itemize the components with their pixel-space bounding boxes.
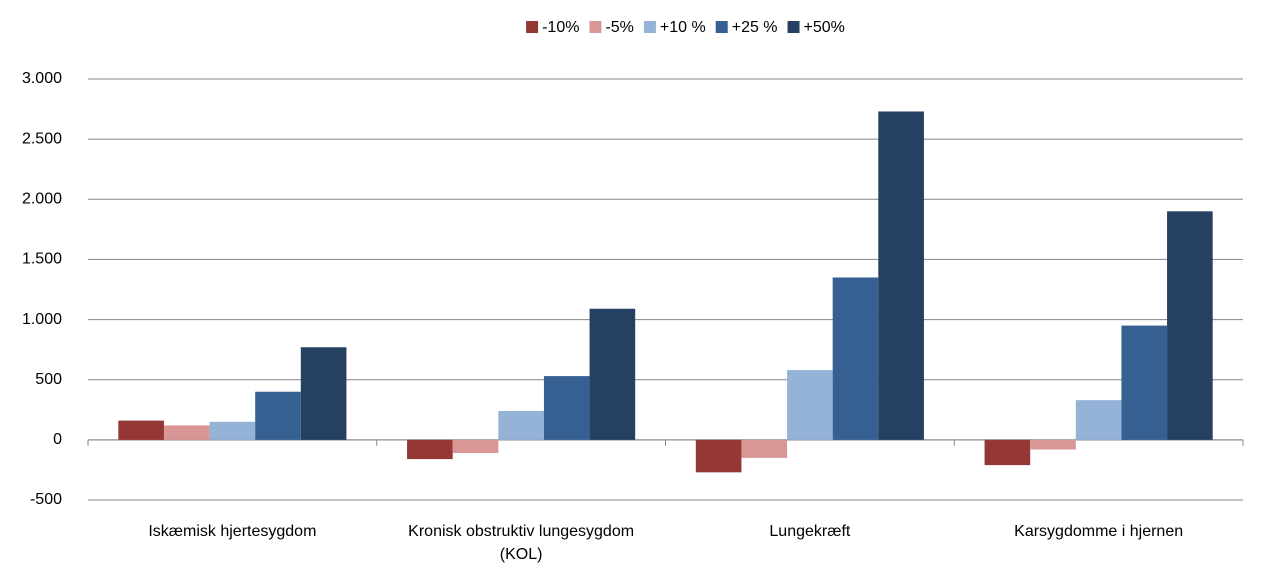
bar — [407, 439, 453, 460]
y-tick-label: 1.000 — [22, 311, 62, 328]
x-tick-label: Iskæmisk hjertesygdom — [148, 523, 317, 540]
bar — [787, 370, 833, 440]
y-tick-label: 500 — [35, 371, 62, 388]
bar — [452, 439, 499, 454]
bar — [878, 111, 924, 440]
bar — [1167, 211, 1213, 440]
legend-label: -10% — [542, 19, 579, 36]
legend-swatch — [526, 21, 539, 33]
bar — [832, 277, 879, 440]
y-tick-label: 2.500 — [22, 130, 62, 147]
x-tick-label: Karsygdomme i hjernen — [1014, 523, 1184, 540]
legend-swatch — [589, 21, 602, 33]
y-tick-label: 3.000 — [22, 70, 62, 87]
legend-label: +10 % — [660, 19, 706, 36]
bar — [984, 439, 1031, 466]
x-tick-label: Lungekræft — [769, 523, 851, 540]
legend-label: +50% — [804, 19, 845, 36]
bar — [255, 391, 301, 440]
bar — [741, 439, 788, 458]
legend-label: -5% — [605, 19, 633, 36]
y-tick-label: 2.000 — [22, 191, 62, 208]
bar — [543, 376, 590, 440]
bar — [695, 439, 742, 473]
bar — [209, 421, 256, 440]
legend-label: +25 % — [732, 19, 778, 36]
legend-swatch — [715, 21, 728, 33]
bar — [1030, 439, 1076, 450]
bar — [498, 410, 544, 440]
bar — [1075, 400, 1122, 440]
legend-swatch — [787, 21, 800, 33]
x-tick-label: Kronisk obstruktiv lungesygdom (KOL) — [408, 523, 635, 563]
bar — [163, 425, 210, 440]
bar — [589, 308, 636, 440]
bar — [1121, 325, 1168, 440]
bar — [300, 347, 347, 440]
y-tick-label: 0 — [53, 431, 62, 448]
bar — [118, 420, 164, 440]
y-tick-label: -500 — [30, 491, 62, 508]
legend-swatch — [643, 21, 656, 33]
y-tick-label: 1.500 — [22, 251, 62, 268]
